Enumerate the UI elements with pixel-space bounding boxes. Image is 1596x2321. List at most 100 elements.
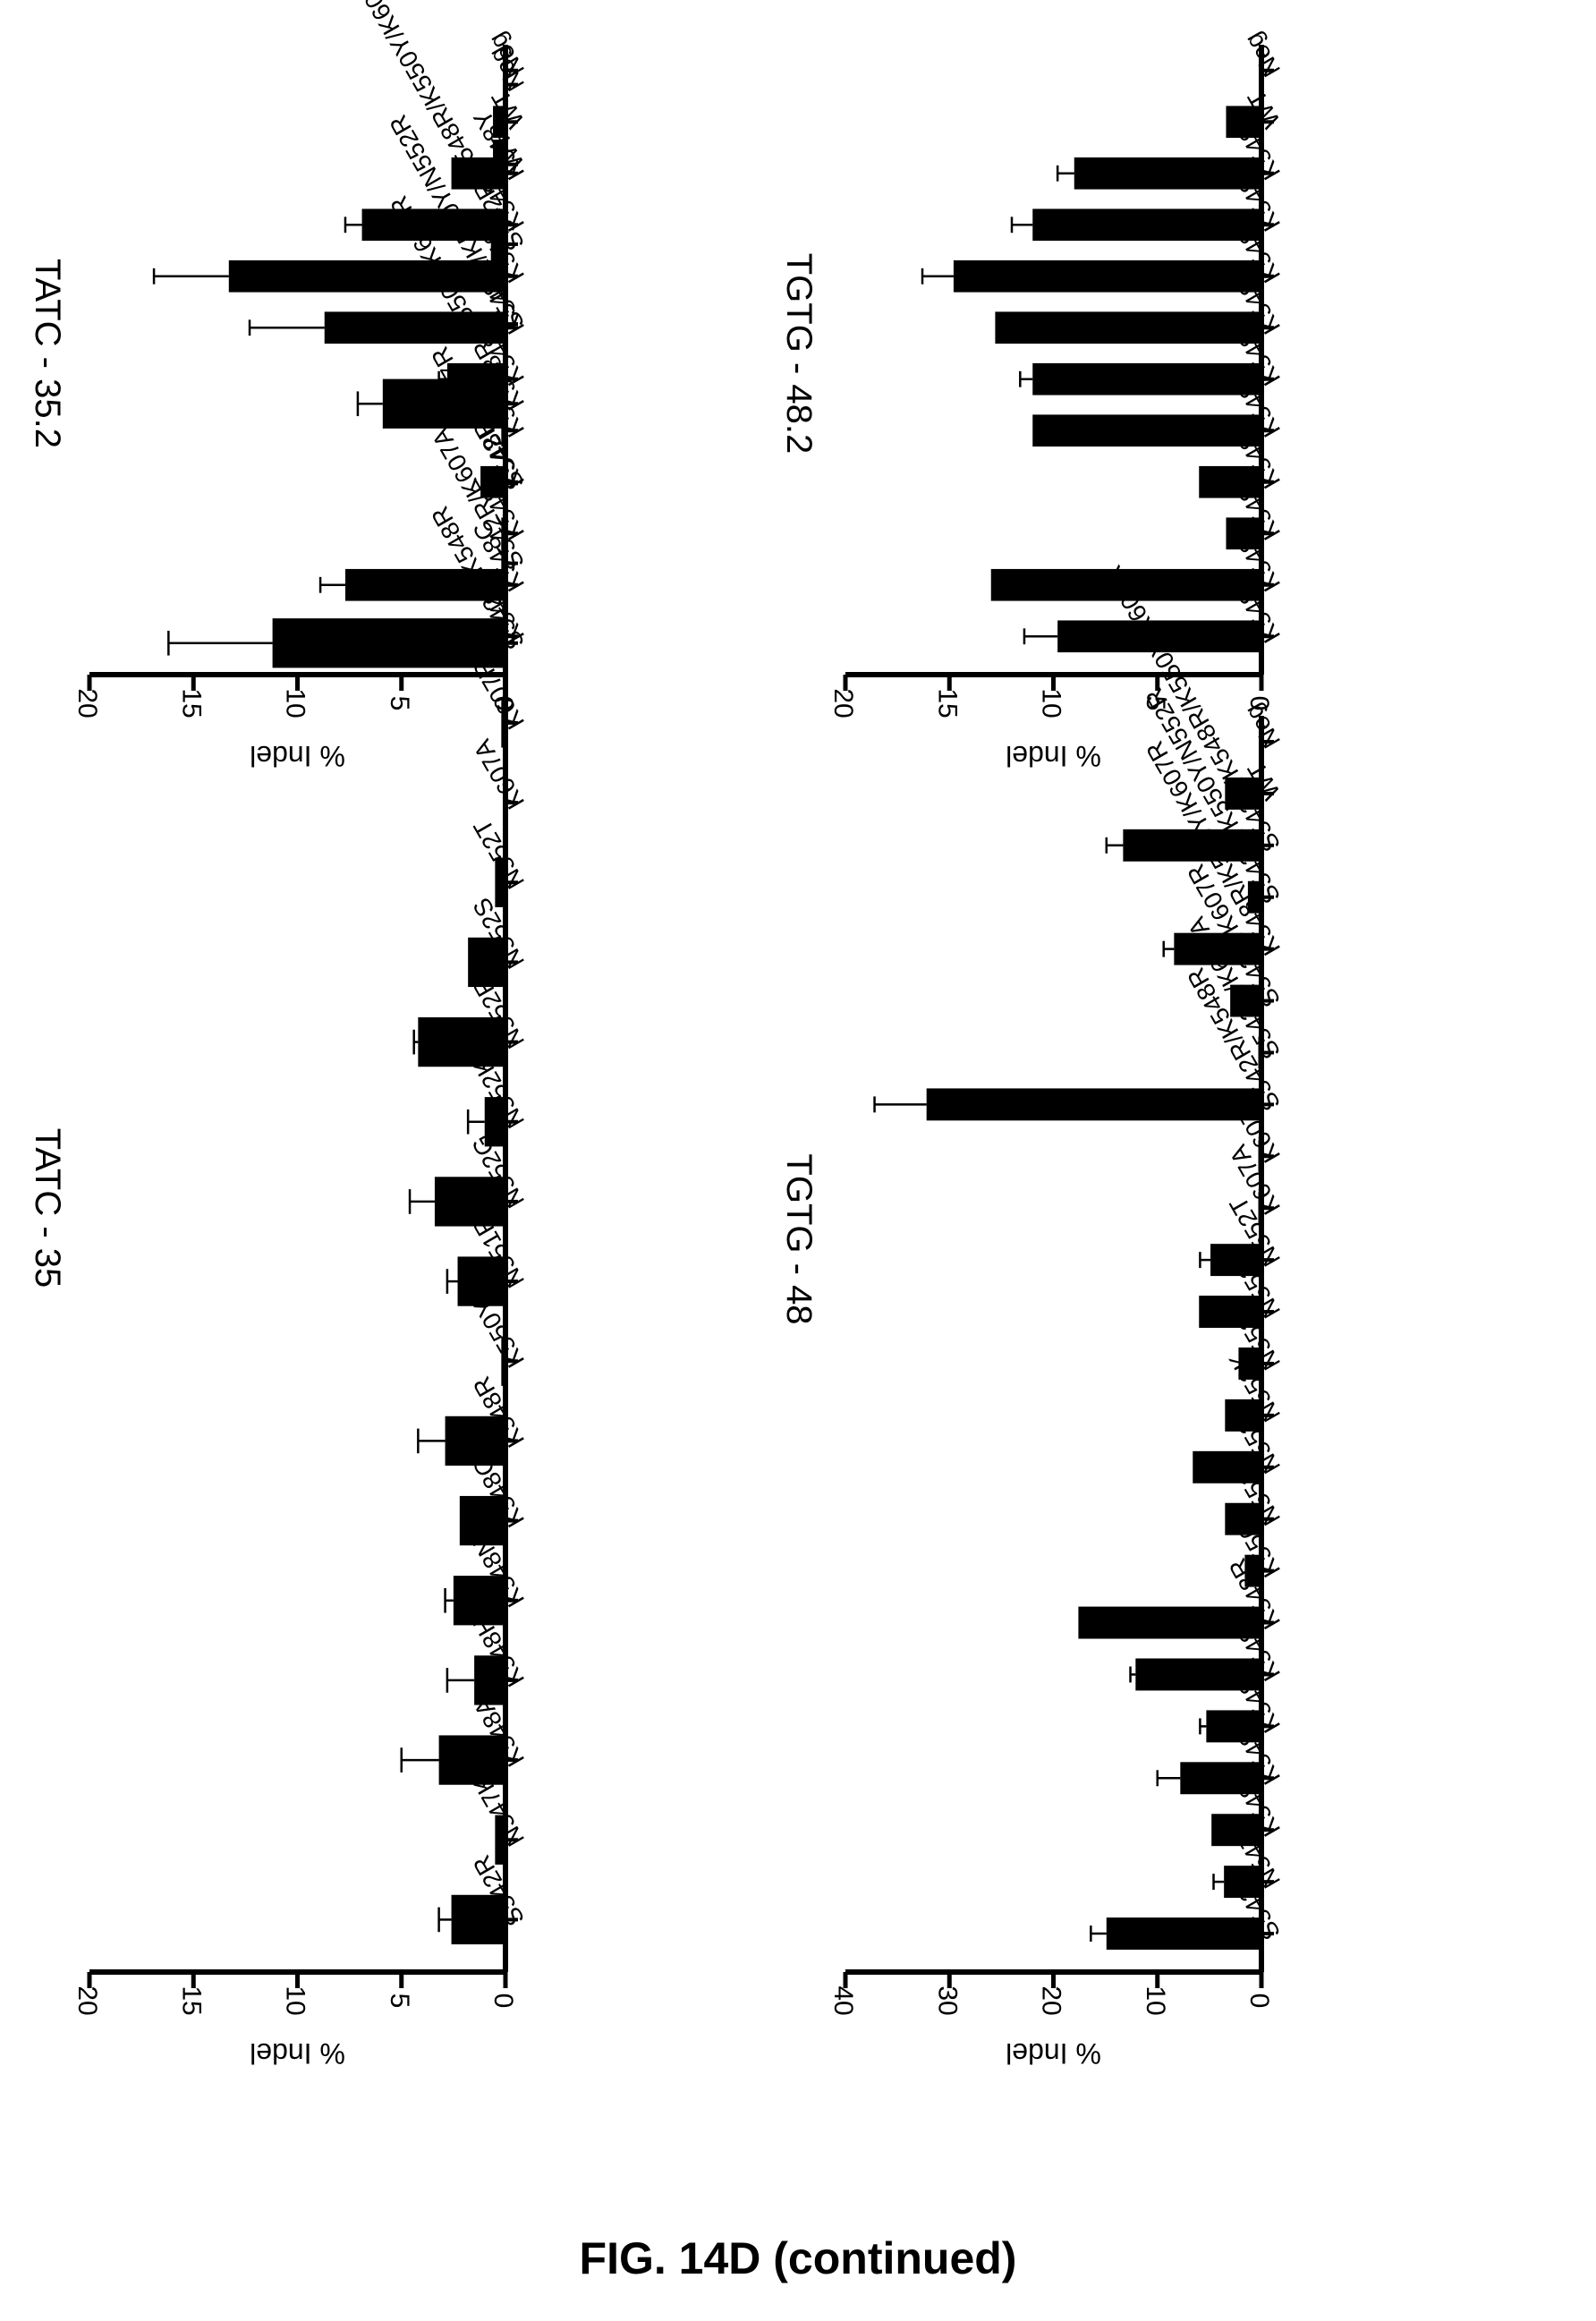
value-tick-label: 10 (1141, 1985, 1170, 2015)
value-axis-title: % Indel (1006, 740, 1101, 772)
value-tick-label: 40 (828, 1985, 858, 2015)
bar (344, 568, 505, 601)
bar (995, 311, 1261, 344)
bar (1224, 1866, 1261, 1899)
bar (1226, 517, 1261, 550)
bar (468, 937, 505, 988)
value-axis-title: % Indel (250, 2037, 345, 2070)
bar (228, 259, 505, 293)
value-tick-label: 0 (488, 696, 518, 711)
bar (438, 1735, 505, 1785)
value-axis-title: % Indel (250, 740, 345, 772)
value-tick-label: 15 (176, 1985, 206, 2015)
bar (501, 517, 505, 550)
bar (1225, 1502, 1261, 1535)
bar (495, 857, 505, 907)
bar (1259, 726, 1261, 758)
bar (457, 620, 505, 653)
bar (926, 1088, 1261, 1121)
bar (434, 1177, 505, 1227)
bar (1057, 620, 1261, 653)
bar (1135, 1658, 1261, 1691)
value-tick-label: 30 (932, 1985, 962, 2015)
bar (361, 208, 505, 242)
bar (1193, 1450, 1261, 1484)
bar (484, 1097, 505, 1147)
bar (1206, 1710, 1261, 1743)
bar (1123, 829, 1261, 862)
bar (495, 1815, 505, 1865)
bar (457, 1256, 505, 1306)
value-tick-label: 5 (385, 1994, 414, 2009)
bar (953, 259, 1261, 293)
bar (480, 465, 505, 498)
bar (1106, 1917, 1261, 1950)
chart-title: TGTG - 48 (779, 1153, 819, 1324)
bar (453, 1576, 505, 1626)
value-tick-label: 5 (1141, 696, 1170, 711)
bar (503, 54, 505, 87)
bar (451, 1894, 505, 1945)
bar (474, 1655, 505, 1705)
bar (1244, 1554, 1261, 1587)
bar (418, 1016, 505, 1067)
bar (493, 106, 505, 139)
bar (1258, 1036, 1261, 1069)
bar (1199, 1296, 1261, 1328)
value-tick-label: 20 (828, 688, 858, 718)
value-tick-label: 0 (1244, 1994, 1274, 2009)
bar (459, 1495, 505, 1546)
value-tick-label: 10 (1037, 688, 1066, 718)
value-tick-label: 10 (281, 688, 310, 718)
value-tick-label: 20 (72, 688, 102, 718)
bar (1259, 54, 1261, 87)
bar (1032, 362, 1261, 395)
bar (1230, 984, 1261, 1017)
bar (501, 1336, 505, 1386)
bar (451, 157, 505, 190)
chart-title: TGTG - 48.2 (779, 253, 819, 455)
bar (1226, 106, 1261, 139)
bar (1074, 157, 1261, 190)
value-tick-label: 0 (488, 1994, 518, 2009)
value-axis-title: % Indel (1006, 2037, 1101, 2070)
bar (1032, 208, 1261, 242)
bar (501, 698, 505, 748)
chart-title: TATC - 35 (28, 1128, 67, 1288)
value-tick-label: 20 (1037, 1985, 1066, 2015)
bar (1211, 1814, 1261, 1847)
bar (1199, 465, 1261, 498)
bar (501, 414, 505, 447)
value-tick-label: 10 (281, 1985, 310, 2015)
bar (445, 1416, 505, 1467)
bar (1174, 932, 1261, 965)
bar (1210, 1244, 1261, 1277)
bar (1032, 414, 1261, 447)
value-tick-label: 15 (176, 688, 206, 718)
chart-title: TATC - 35.2 (28, 259, 67, 448)
bar (1258, 1140, 1261, 1173)
category-label: K607A (468, 735, 530, 814)
category-label: N552T (468, 814, 530, 893)
value-tick-label: 0 (1244, 696, 1274, 711)
bar (446, 362, 505, 395)
bar (1225, 1399, 1261, 1432)
bar (1258, 1192, 1261, 1225)
bar (1225, 777, 1261, 810)
bar (1078, 1606, 1261, 1639)
bar (990, 568, 1261, 601)
value-tick-label: 5 (385, 696, 414, 711)
bar (1238, 1348, 1261, 1380)
bar (1180, 1762, 1261, 1795)
bar (1247, 880, 1261, 914)
category-label: Neg (1239, 28, 1286, 81)
figure-caption: FIG. 14D (continued) (579, 2233, 1017, 2283)
value-tick-label: 15 (932, 688, 962, 718)
value-tick-label: 20 (72, 1985, 102, 2015)
bar (324, 311, 505, 344)
